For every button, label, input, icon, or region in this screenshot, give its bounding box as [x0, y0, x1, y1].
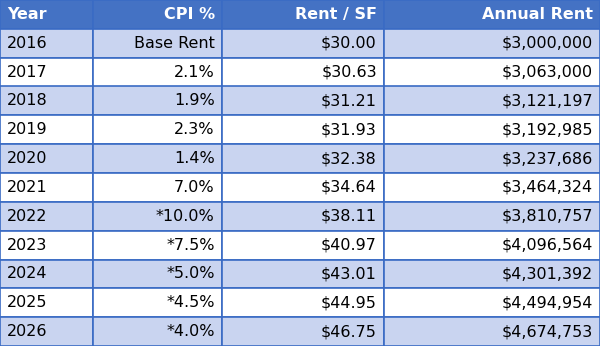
FancyBboxPatch shape [222, 231, 384, 260]
FancyBboxPatch shape [0, 115, 93, 144]
FancyBboxPatch shape [93, 86, 222, 115]
Text: *7.5%: *7.5% [166, 238, 215, 253]
FancyBboxPatch shape [222, 260, 384, 288]
FancyBboxPatch shape [384, 288, 600, 317]
FancyBboxPatch shape [222, 173, 384, 202]
Text: 2017: 2017 [7, 65, 48, 80]
FancyBboxPatch shape [222, 202, 384, 231]
Text: $3,000,000: $3,000,000 [502, 36, 593, 51]
FancyBboxPatch shape [222, 58, 384, 86]
Text: Rent / SF: Rent / SF [295, 7, 377, 22]
Text: Year: Year [7, 7, 47, 22]
FancyBboxPatch shape [93, 173, 222, 202]
FancyBboxPatch shape [384, 173, 600, 202]
FancyBboxPatch shape [222, 288, 384, 317]
FancyBboxPatch shape [222, 115, 384, 144]
FancyBboxPatch shape [384, 115, 600, 144]
Text: $4,674,753: $4,674,753 [502, 324, 593, 339]
Text: 2023: 2023 [7, 238, 47, 253]
Text: $34.64: $34.64 [321, 180, 377, 195]
FancyBboxPatch shape [93, 0, 222, 29]
Text: $30.63: $30.63 [321, 65, 377, 80]
FancyBboxPatch shape [222, 317, 384, 346]
FancyBboxPatch shape [93, 29, 222, 58]
FancyBboxPatch shape [384, 231, 600, 260]
FancyBboxPatch shape [222, 0, 384, 29]
FancyBboxPatch shape [93, 58, 222, 86]
FancyBboxPatch shape [384, 0, 600, 29]
FancyBboxPatch shape [93, 288, 222, 317]
Text: $44.95: $44.95 [321, 295, 377, 310]
Text: 2.3%: 2.3% [174, 122, 215, 137]
FancyBboxPatch shape [384, 260, 600, 288]
FancyBboxPatch shape [93, 144, 222, 173]
Text: $30.00: $30.00 [321, 36, 377, 51]
Text: 2019: 2019 [7, 122, 48, 137]
FancyBboxPatch shape [0, 144, 93, 173]
Text: 2.1%: 2.1% [174, 65, 215, 80]
FancyBboxPatch shape [384, 29, 600, 58]
FancyBboxPatch shape [0, 231, 93, 260]
Text: 2016: 2016 [7, 36, 48, 51]
FancyBboxPatch shape [0, 317, 93, 346]
Text: $4,301,392: $4,301,392 [502, 266, 593, 281]
FancyBboxPatch shape [0, 288, 93, 317]
Text: $40.97: $40.97 [321, 238, 377, 253]
Text: *4.5%: *4.5% [166, 295, 215, 310]
FancyBboxPatch shape [0, 0, 93, 29]
FancyBboxPatch shape [384, 317, 600, 346]
Text: 7.0%: 7.0% [174, 180, 215, 195]
Text: $38.11: $38.11 [320, 209, 377, 224]
Text: 2022: 2022 [7, 209, 48, 224]
Text: $3,192,985: $3,192,985 [502, 122, 593, 137]
FancyBboxPatch shape [384, 202, 600, 231]
Text: $4,096,564: $4,096,564 [502, 238, 593, 253]
Text: $3,810,757: $3,810,757 [502, 209, 593, 224]
FancyBboxPatch shape [0, 173, 93, 202]
Text: 2024: 2024 [7, 266, 48, 281]
FancyBboxPatch shape [93, 317, 222, 346]
Text: *10.0%: *10.0% [156, 209, 215, 224]
FancyBboxPatch shape [0, 202, 93, 231]
Text: $3,464,324: $3,464,324 [502, 180, 593, 195]
Text: $43.01: $43.01 [321, 266, 377, 281]
FancyBboxPatch shape [0, 58, 93, 86]
FancyBboxPatch shape [93, 260, 222, 288]
Text: 2026: 2026 [7, 324, 48, 339]
Text: 2020: 2020 [7, 151, 48, 166]
Text: Base Rent: Base Rent [134, 36, 215, 51]
Text: *5.0%: *5.0% [166, 266, 215, 281]
FancyBboxPatch shape [222, 29, 384, 58]
Text: $31.93: $31.93 [321, 122, 377, 137]
FancyBboxPatch shape [93, 231, 222, 260]
Text: $3,063,000: $3,063,000 [502, 65, 593, 80]
FancyBboxPatch shape [384, 144, 600, 173]
FancyBboxPatch shape [222, 86, 384, 115]
Text: 2018: 2018 [7, 93, 48, 108]
Text: 1.4%: 1.4% [174, 151, 215, 166]
FancyBboxPatch shape [384, 58, 600, 86]
FancyBboxPatch shape [93, 115, 222, 144]
Text: 2021: 2021 [7, 180, 48, 195]
Text: *4.0%: *4.0% [166, 324, 215, 339]
Text: $32.38: $32.38 [321, 151, 377, 166]
FancyBboxPatch shape [0, 260, 93, 288]
Text: $3,121,197: $3,121,197 [501, 93, 593, 108]
FancyBboxPatch shape [384, 86, 600, 115]
Text: Annual Rent: Annual Rent [482, 7, 593, 22]
Text: CPI %: CPI % [164, 7, 215, 22]
FancyBboxPatch shape [222, 144, 384, 173]
Text: $3,237,686: $3,237,686 [502, 151, 593, 166]
Text: $46.75: $46.75 [321, 324, 377, 339]
Text: 2025: 2025 [7, 295, 48, 310]
FancyBboxPatch shape [0, 29, 93, 58]
Text: $4,494,954: $4,494,954 [502, 295, 593, 310]
FancyBboxPatch shape [0, 86, 93, 115]
FancyBboxPatch shape [93, 202, 222, 231]
Text: $31.21: $31.21 [321, 93, 377, 108]
Text: 1.9%: 1.9% [174, 93, 215, 108]
